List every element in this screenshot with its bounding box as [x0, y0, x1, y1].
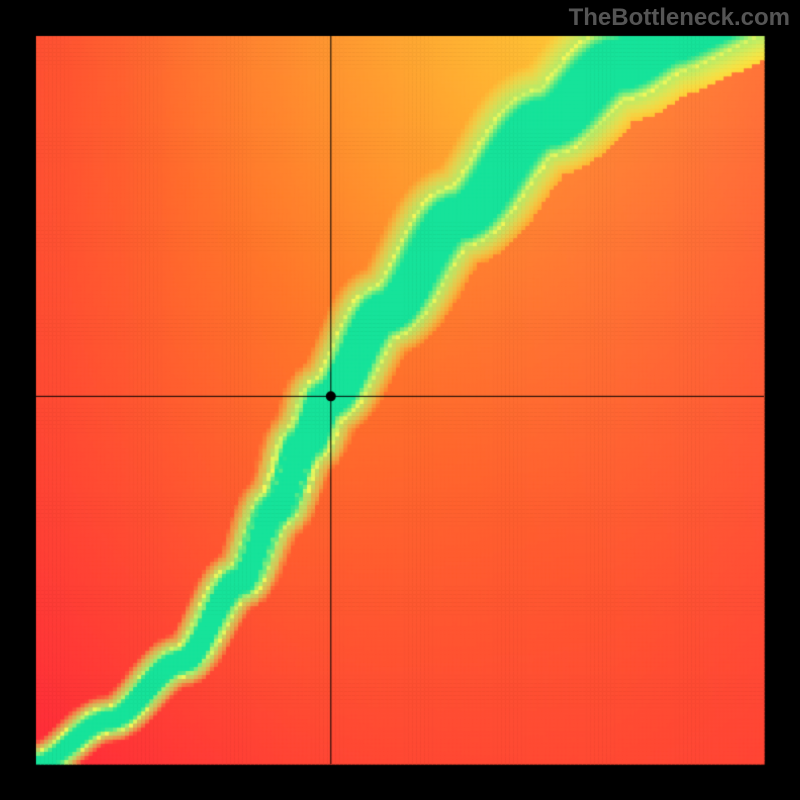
chart-container: TheBottleneck.com	[0, 0, 800, 800]
watermark-label: TheBottleneck.com	[569, 4, 790, 32]
heatmap-canvas	[0, 0, 800, 800]
